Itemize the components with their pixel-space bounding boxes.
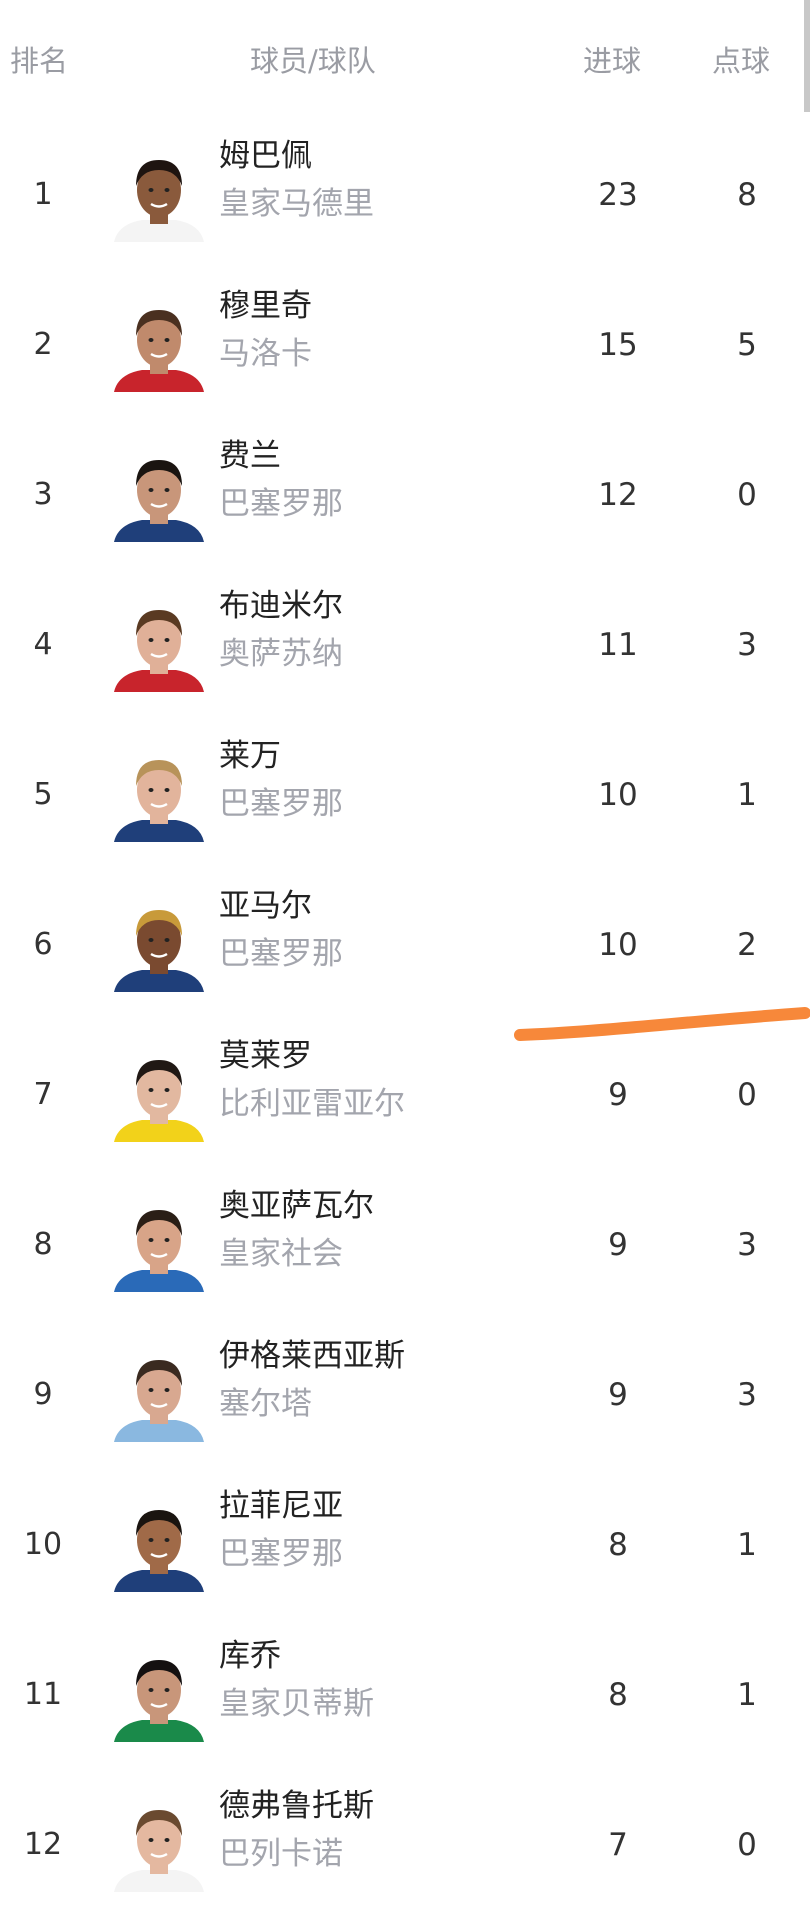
rank: 7 [33, 1077, 53, 1112]
rank: 8 [33, 1227, 53, 1262]
header-player-team: 球员/球队 [250, 44, 376, 78]
penalties-value: 1 [737, 1677, 757, 1713]
table-row[interactable]: 8 奥亚萨瓦尔 皇家社会 9 3 [0, 1170, 810, 1320]
team-name[interactable]: 比利亚雷亚尔 [219, 1086, 405, 1122]
goals-value: 10 [598, 777, 638, 813]
table-row[interactable]: 4 布迪米尔 奥萨苏纳 11 3 [0, 570, 810, 720]
player-avatar[interactable] [114, 152, 204, 242]
table-row[interactable]: 3 费兰 巴塞罗那 12 0 [0, 420, 810, 570]
goals-value: 7 [608, 1827, 628, 1863]
rank: 1 [33, 177, 53, 212]
header-goals[interactable]: 进球 [583, 44, 642, 78]
table-row[interactable]: 2 穆里奇 马洛卡 15 5 [0, 270, 810, 420]
player-name[interactable]: 姆巴佩 [219, 138, 312, 174]
team-name[interactable]: 巴塞罗那 [219, 486, 343, 522]
team-name[interactable]: 巴列卡诺 [219, 1836, 343, 1872]
header-rank: 排名 [10, 44, 69, 78]
team-name[interactable]: 皇家贝蒂斯 [219, 1686, 374, 1722]
player-name[interactable]: 德弗鲁托斯 [219, 1788, 374, 1824]
goals-value: 9 [608, 1077, 628, 1113]
player-name[interactable]: 伊格莱西亚斯 [219, 1338, 405, 1374]
penalties-value: 8 [737, 177, 757, 213]
player-name[interactable]: 莱万 [219, 738, 281, 774]
player-name[interactable]: 费兰 [219, 438, 281, 474]
player-name[interactable]: 库乔 [219, 1638, 281, 1674]
player-avatar[interactable] [114, 752, 204, 842]
team-name[interactable]: 巴塞罗那 [219, 786, 343, 822]
table-row[interactable]: 7 莫莱罗 比利亚雷亚尔 9 0 [0, 1020, 810, 1170]
player-name[interactable]: 莫莱罗 [219, 1038, 312, 1074]
goals-value: 15 [598, 327, 638, 363]
penalties-value: 0 [737, 477, 757, 513]
player-avatar[interactable] [114, 1502, 204, 1592]
rank: 2 [33, 327, 53, 362]
player-avatar[interactable] [114, 452, 204, 542]
scrollbar[interactable] [804, 0, 810, 112]
player-avatar[interactable] [114, 1652, 204, 1742]
player-avatar[interactable] [114, 1052, 204, 1142]
goals-value: 12 [598, 477, 638, 513]
goals-value: 8 [608, 1527, 628, 1563]
player-avatar[interactable] [114, 1352, 204, 1442]
team-name[interactable]: 皇家马德里 [219, 186, 374, 222]
goals-value: 9 [608, 1227, 628, 1263]
player-name[interactable]: 布迪米尔 [219, 588, 343, 624]
penalties-value: 5 [737, 327, 757, 363]
table-row[interactable]: 9 伊格莱西亚斯 塞尔塔 9 3 [0, 1320, 810, 1470]
team-name[interactable]: 巴塞罗那 [219, 936, 343, 972]
player-avatar[interactable] [114, 602, 204, 692]
rank: 11 [23, 1677, 63, 1712]
penalties-value: 0 [737, 1077, 757, 1113]
table-row[interactable]: 5 莱万 巴塞罗那 10 1 [0, 720, 810, 870]
player-name[interactable]: 亚马尔 [219, 888, 312, 924]
table-row[interactable]: 6 亚马尔 巴塞罗那 10 2 [0, 870, 810, 1020]
table-row[interactable]: 1 姆巴佩 皇家马德里 23 8 [0, 120, 810, 270]
rank: 12 [23, 1827, 63, 1862]
rank: 10 [23, 1527, 63, 1562]
team-name[interactable]: 马洛卡 [219, 336, 312, 372]
player-avatar[interactable] [114, 302, 204, 392]
player-avatar[interactable] [114, 902, 204, 992]
team-name[interactable]: 巴塞罗那 [219, 1536, 343, 1572]
table-row[interactable]: 10 拉菲尼亚 巴塞罗那 8 1 [0, 1470, 810, 1620]
header-penalties[interactable]: 点球 [712, 44, 771, 78]
table-row[interactable]: 11 库乔 皇家贝蒂斯 8 1 [0, 1620, 810, 1770]
goals-value: 8 [608, 1677, 628, 1713]
rank: 9 [33, 1377, 53, 1412]
goals-value: 23 [598, 177, 638, 213]
penalties-value: 3 [737, 1377, 757, 1413]
penalties-value: 1 [737, 777, 757, 813]
player-name[interactable]: 拉菲尼亚 [219, 1488, 343, 1524]
penalties-value: 2 [737, 927, 757, 963]
rank: 6 [33, 927, 53, 962]
goals-value: 11 [598, 627, 638, 663]
rank: 4 [33, 627, 53, 662]
goals-value: 10 [598, 927, 638, 963]
table-row[interactable]: 12 德弗鲁托斯 巴列卡诺 7 0 [0, 1770, 810, 1920]
player-name[interactable]: 奥亚萨瓦尔 [219, 1188, 374, 1224]
goals-value: 9 [608, 1377, 628, 1413]
player-avatar[interactable] [114, 1202, 204, 1292]
team-name[interactable]: 塞尔塔 [219, 1386, 312, 1422]
penalties-value: 1 [737, 1527, 757, 1563]
team-name[interactable]: 奥萨苏纳 [219, 636, 343, 672]
team-name[interactable]: 皇家社会 [219, 1236, 343, 1272]
rank: 5 [33, 777, 53, 812]
penalties-value: 3 [737, 1227, 757, 1263]
penalties-value: 0 [737, 1827, 757, 1863]
player-avatar[interactable] [114, 1802, 204, 1892]
rank: 3 [33, 477, 53, 512]
penalties-value: 3 [737, 627, 757, 663]
player-name[interactable]: 穆里奇 [219, 288, 312, 324]
